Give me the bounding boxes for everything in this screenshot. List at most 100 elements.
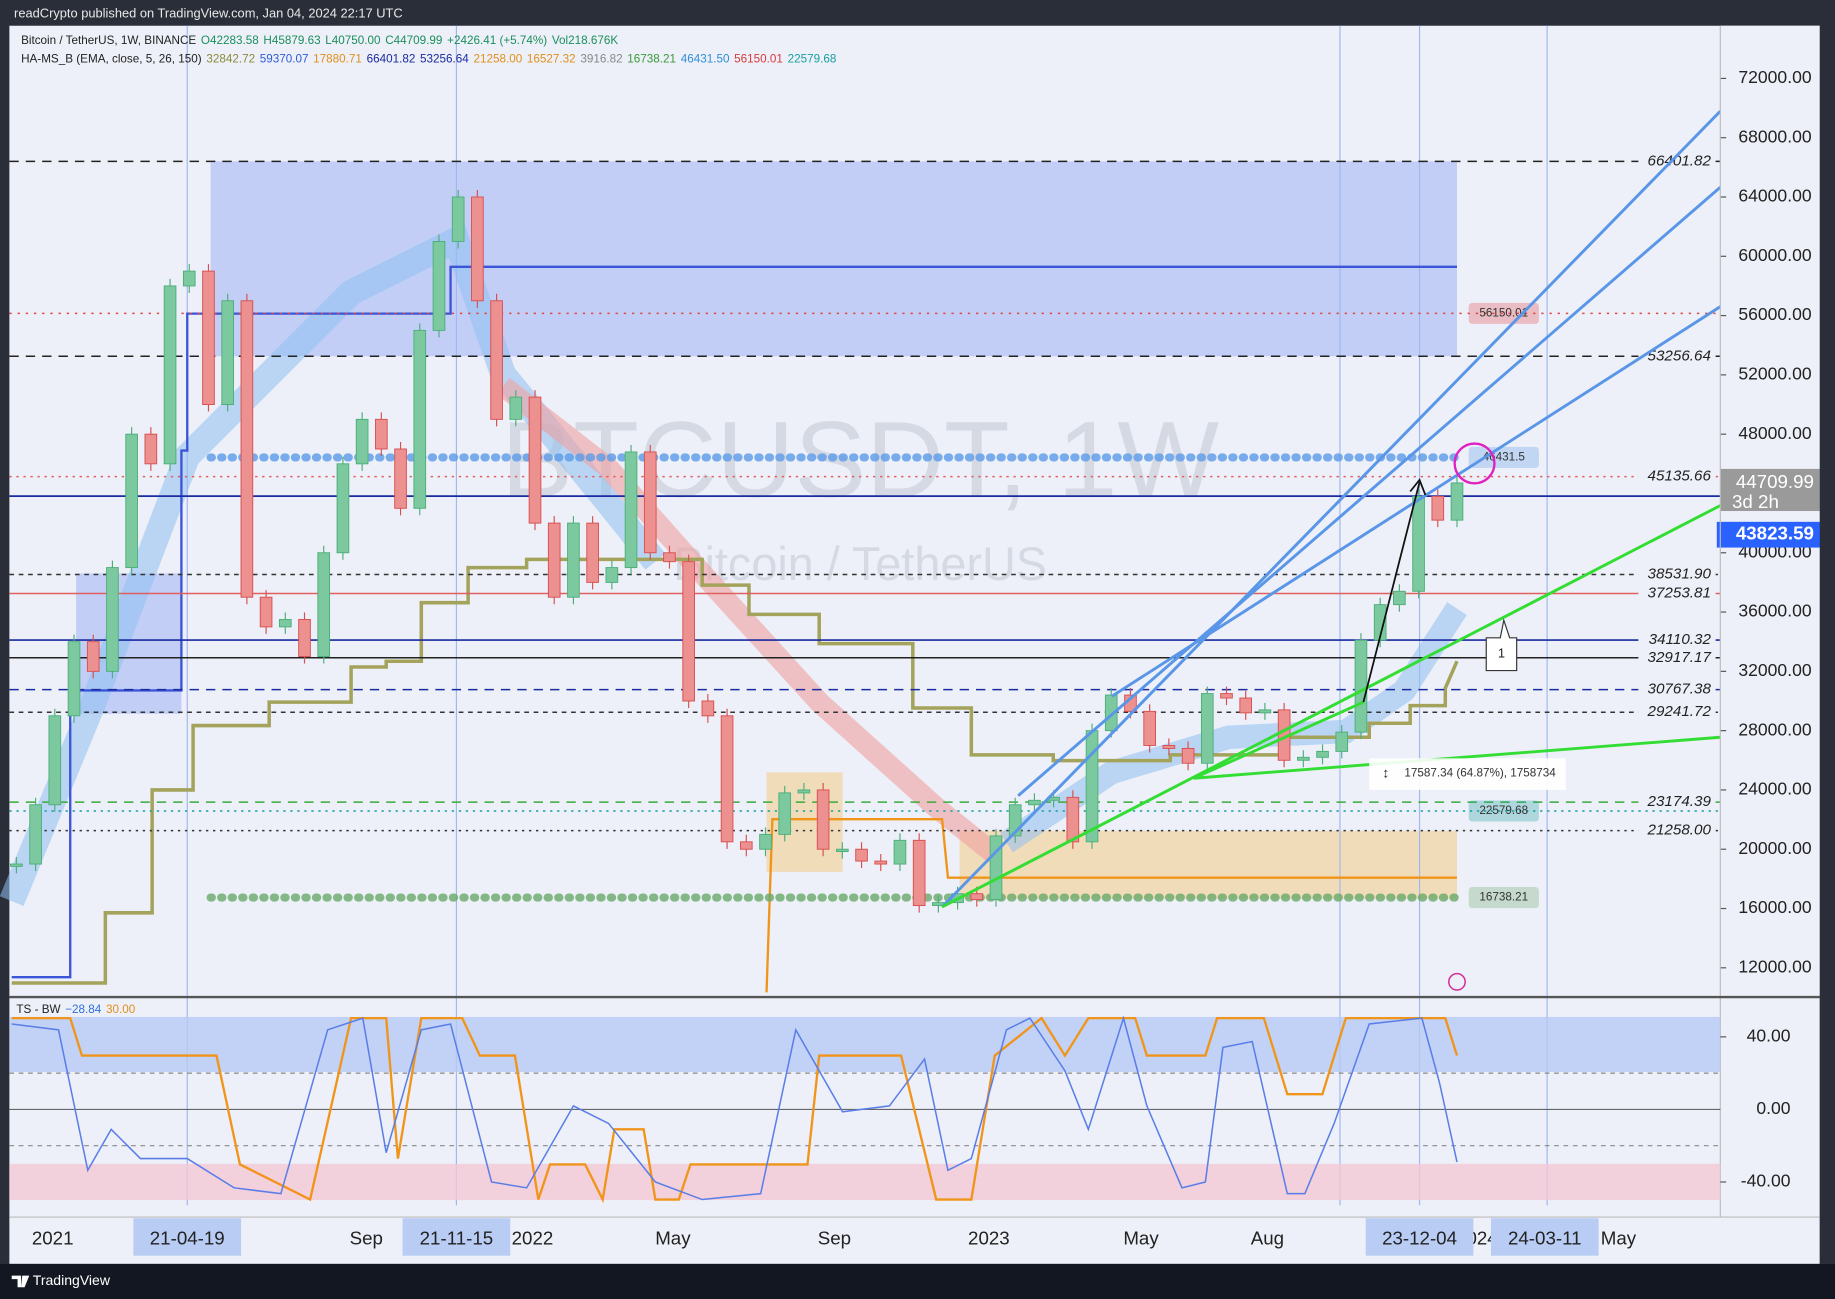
legend-item: 53256.64 <box>420 53 469 66</box>
price-tick-label: 20000.00 <box>1738 838 1811 858</box>
legend-row: Bitcoin / TetherUS, 1W, BINANCE O42283.58… <box>21 34 618 47</box>
level-badge <box>1468 302 1539 324</box>
time-label-box <box>133 1218 242 1256</box>
osc-line-signal <box>11 1015 1458 1201</box>
legend-item: H45879.63 <box>263 34 320 47</box>
candle <box>259 596 273 628</box>
brand-logo <box>11 1275 30 1288</box>
candle <box>1450 482 1464 521</box>
callout-text: 1 <box>1498 646 1505 661</box>
time-label: Aug <box>1251 1227 1284 1248</box>
osc-tick-label: -40.00 <box>1741 1171 1791 1191</box>
level-label: 23174.39 <box>1647 793 1712 810</box>
trendline-blue <box>1110 305 1722 698</box>
level-label: 66401.82 <box>1648 152 1712 169</box>
time-label: 24-03-11 <box>1508 1227 1582 1248</box>
watermark-name: Bitcoin / TetherUS <box>673 538 1047 590</box>
level-label: 22579.68 <box>1479 804 1528 817</box>
legend-item: 22579.68 <box>788 53 837 66</box>
level-label: 34110.32 <box>1649 631 1712 648</box>
candle <box>144 433 158 465</box>
candle <box>317 552 331 657</box>
legend-item: 21258.00 <box>473 53 522 66</box>
level-badge <box>1468 887 1539 909</box>
candle <box>778 792 792 835</box>
level-label: 38531.90 <box>1648 566 1712 583</box>
candle <box>1297 756 1310 761</box>
legend-item: 16738.21 <box>627 53 676 66</box>
candle <box>202 270 215 405</box>
candle <box>1008 804 1022 837</box>
candle <box>29 804 42 865</box>
level-badge <box>1468 446 1539 468</box>
price-tick-label: 12000.00 <box>1738 956 1811 976</box>
candle <box>1316 750 1329 758</box>
candle <box>816 789 830 850</box>
osc-tick-label: 0.00 <box>1756 1098 1790 1118</box>
time-label: 23-12-04 <box>1382 1227 1457 1248</box>
arrow-line <box>1362 481 1421 703</box>
callout-box <box>1485 617 1518 672</box>
level-label-bg <box>1638 630 1716 650</box>
candle <box>893 839 907 865</box>
step-line-orange <box>765 818 1457 993</box>
legend-item: 66401.82 <box>367 53 416 66</box>
candle <box>375 418 388 450</box>
time-label: 2023 <box>968 1227 1010 1248</box>
candle <box>1066 796 1080 843</box>
candle <box>1335 731 1349 752</box>
time-label-box <box>402 1218 511 1256</box>
candle <box>874 860 888 865</box>
candle <box>413 329 427 509</box>
level-label: 45135.66 <box>1648 468 1712 485</box>
level-label-bg <box>1638 565 1716 584</box>
legend-item: O42283.58 <box>201 34 259 47</box>
candle <box>86 641 100 672</box>
legend-item: 59370.07 <box>260 53 309 66</box>
osc-tick-label: 40.00 <box>1747 1026 1791 1046</box>
legend-item: 32842.72 <box>206 53 255 66</box>
candle <box>240 300 254 598</box>
time-label: 2021 <box>32 1227 74 1248</box>
candle <box>1239 697 1253 714</box>
zone-orange-small <box>766 772 843 872</box>
osc-band-top <box>9 1016 1721 1072</box>
candle <box>432 241 446 331</box>
candle <box>586 522 599 583</box>
level-label-bg <box>1638 821 1716 840</box>
legend-item: Bitcoin / TetherUS, 1W, BINANCE <box>21 34 196 47</box>
trendline-blue <box>1017 186 1722 797</box>
candle <box>1200 693 1214 764</box>
candle <box>739 841 753 850</box>
price-tick-label: 32000.00 <box>1738 660 1811 680</box>
legend-item: 46431.50 <box>681 53 730 66</box>
current-price-label: 44709.99 <box>1736 471 1814 492</box>
candle <box>1373 604 1387 641</box>
candle <box>547 522 561 598</box>
level-label-bg <box>1638 792 1716 812</box>
price-tick-label: 64000.00 <box>1738 186 1811 206</box>
candle <box>1354 639 1368 733</box>
trendline-green <box>1193 700 1364 780</box>
footer-bar <box>0 1263 1835 1299</box>
candle <box>701 700 715 717</box>
level-label: 46431.5 <box>1483 451 1526 464</box>
candle <box>106 567 119 672</box>
level-label-bg <box>1638 584 1716 603</box>
osc-value: 30.00 <box>106 1003 136 1016</box>
level-label: 56150.01 <box>1479 306 1528 319</box>
candle <box>1143 710 1156 746</box>
measure-box <box>1369 758 1566 790</box>
level-label-bg <box>1638 702 1716 722</box>
candle <box>567 522 580 598</box>
price-tick-label: 24000.00 <box>1738 779 1811 799</box>
level-label-bg <box>1638 346 1716 366</box>
candle <box>278 618 292 628</box>
legend-item: 56150.01 <box>734 53 783 66</box>
osc-band-bottom <box>9 1163 1721 1201</box>
candle <box>1412 495 1425 592</box>
osc-legend: TS - BW −28.84 30.00 <box>16 1003 135 1016</box>
level-label: 30767.38 <box>1648 681 1712 698</box>
